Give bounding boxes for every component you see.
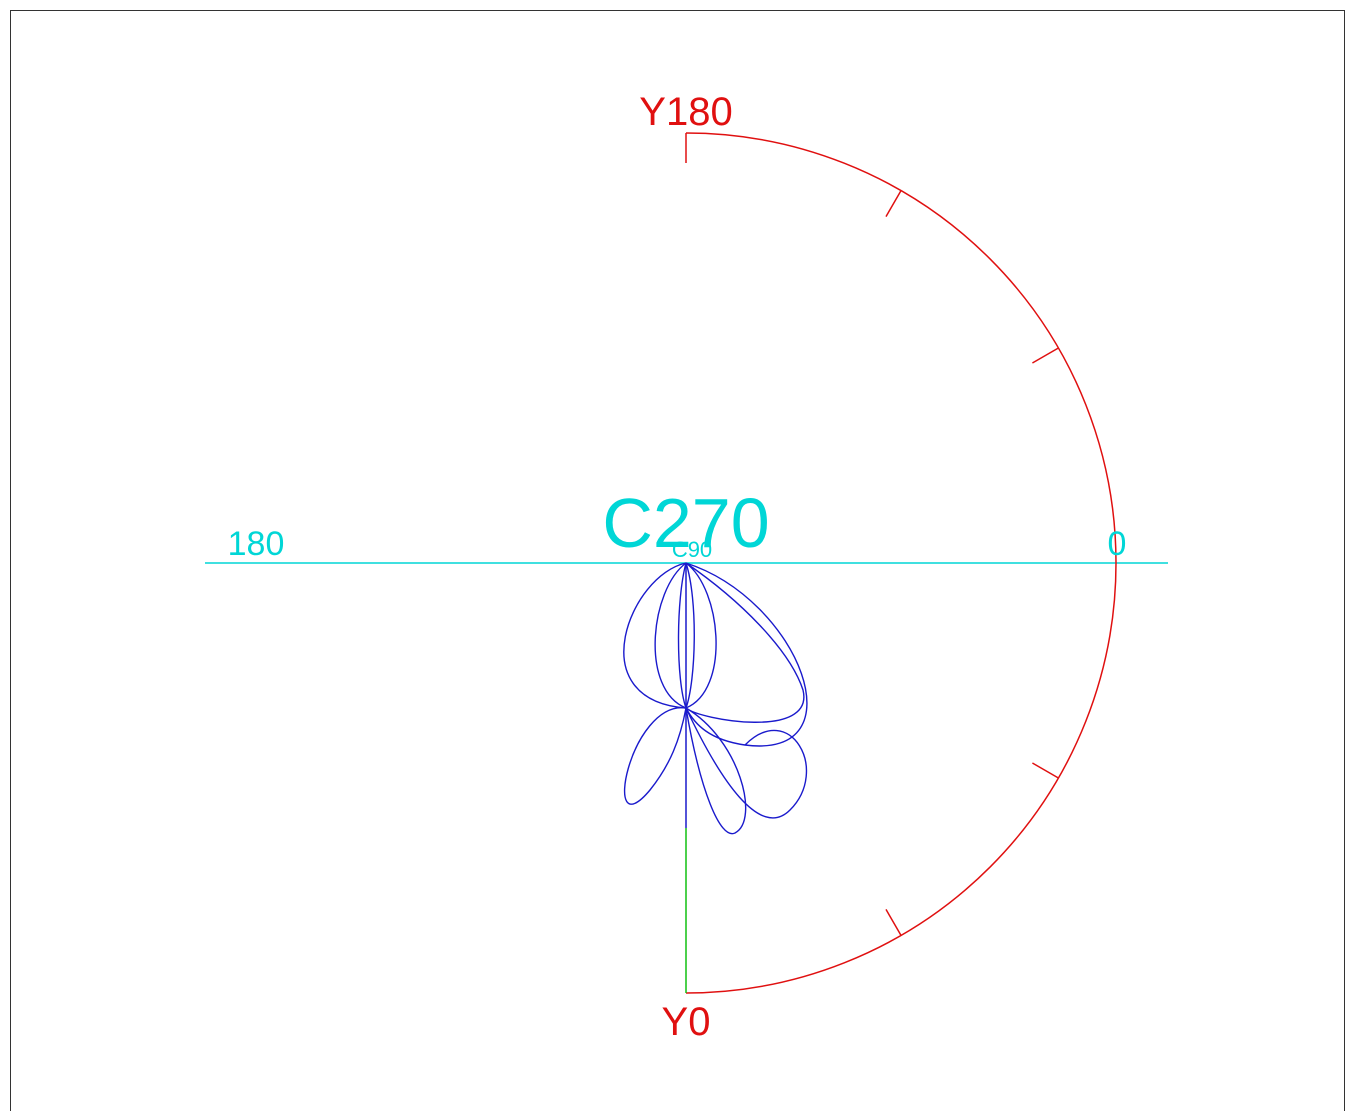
c-left-label: 180 <box>228 525 285 563</box>
y-top-label: Y180 <box>639 90 732 134</box>
arc-tick <box>885 190 902 217</box>
curve <box>623 707 687 805</box>
curve <box>685 707 808 819</box>
arc-tick <box>1032 762 1059 779</box>
gamma-arc <box>685 132 1117 994</box>
distribution-curves <box>623 562 808 835</box>
arc-tick <box>1032 347 1059 364</box>
c-center-label: C270 <box>602 484 769 562</box>
y-bottom-label: Y0 <box>662 1000 711 1044</box>
c-center-small-label: C90 <box>672 537 712 562</box>
curve <box>685 562 805 723</box>
arc-tick <box>885 909 902 936</box>
c-right-label: 0 <box>1108 525 1127 563</box>
arc-ticks <box>885 190 1059 936</box>
curve <box>685 707 747 835</box>
curve <box>623 562 687 709</box>
curve <box>685 562 808 747</box>
frame <box>10 10 1345 1111</box>
